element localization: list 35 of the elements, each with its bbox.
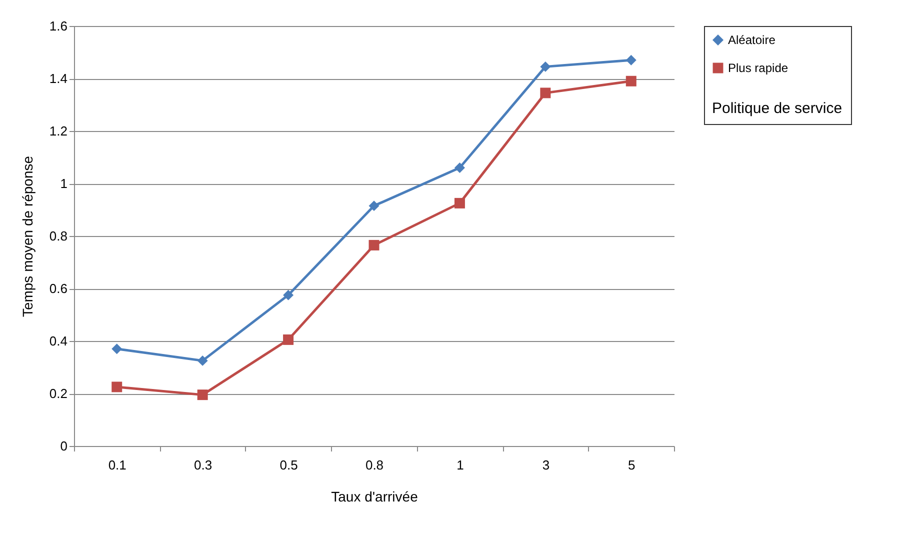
x-axis-title: Taux d'arrivée bbox=[331, 488, 418, 504]
point bbox=[197, 390, 208, 400]
point bbox=[540, 88, 551, 98]
point bbox=[112, 344, 122, 354]
point bbox=[540, 61, 551, 72]
y-tick-label: 0.8 bbox=[49, 228, 68, 244]
y-tick-label: 1.2 bbox=[49, 124, 68, 138]
point bbox=[626, 54, 636, 66]
x-tick-label: 1 bbox=[456, 458, 464, 472]
y-tick-label: 1.6 bbox=[49, 18, 68, 34]
y-tick-label: 1 bbox=[60, 176, 68, 191]
point bbox=[112, 382, 122, 392]
y-tick-label: 0.2 bbox=[49, 386, 68, 401]
legend-label: Plus rapide bbox=[728, 61, 788, 75]
x-tick-label: 0.1 bbox=[108, 458, 126, 472]
x-tick-label: 3 bbox=[542, 458, 550, 472]
y-tick-label: 1.4 bbox=[49, 71, 68, 86]
y-tick-label: 0.4 bbox=[49, 334, 68, 348]
point bbox=[197, 355, 208, 366]
legend-label: Aléatoire bbox=[728, 33, 776, 47]
x-tick-label: 0.3 bbox=[194, 458, 212, 472]
x-tick-label: 0.5 bbox=[280, 458, 298, 472]
x-tick-label: 5 bbox=[628, 458, 636, 472]
legend-title: Politique de service bbox=[712, 100, 842, 117]
point bbox=[626, 76, 636, 86]
x-tick-label: 0.8 bbox=[365, 458, 384, 472]
point bbox=[368, 200, 380, 212]
point bbox=[454, 198, 465, 208]
point bbox=[368, 240, 380, 250]
y-tick-label: 0.6 bbox=[49, 281, 68, 296]
point bbox=[283, 334, 294, 345]
y-axis-title: Temps moyen de réponse bbox=[19, 156, 36, 318]
y-tick-label: 0 bbox=[60, 438, 68, 454]
point bbox=[454, 162, 465, 173]
point bbox=[283, 290, 294, 300]
